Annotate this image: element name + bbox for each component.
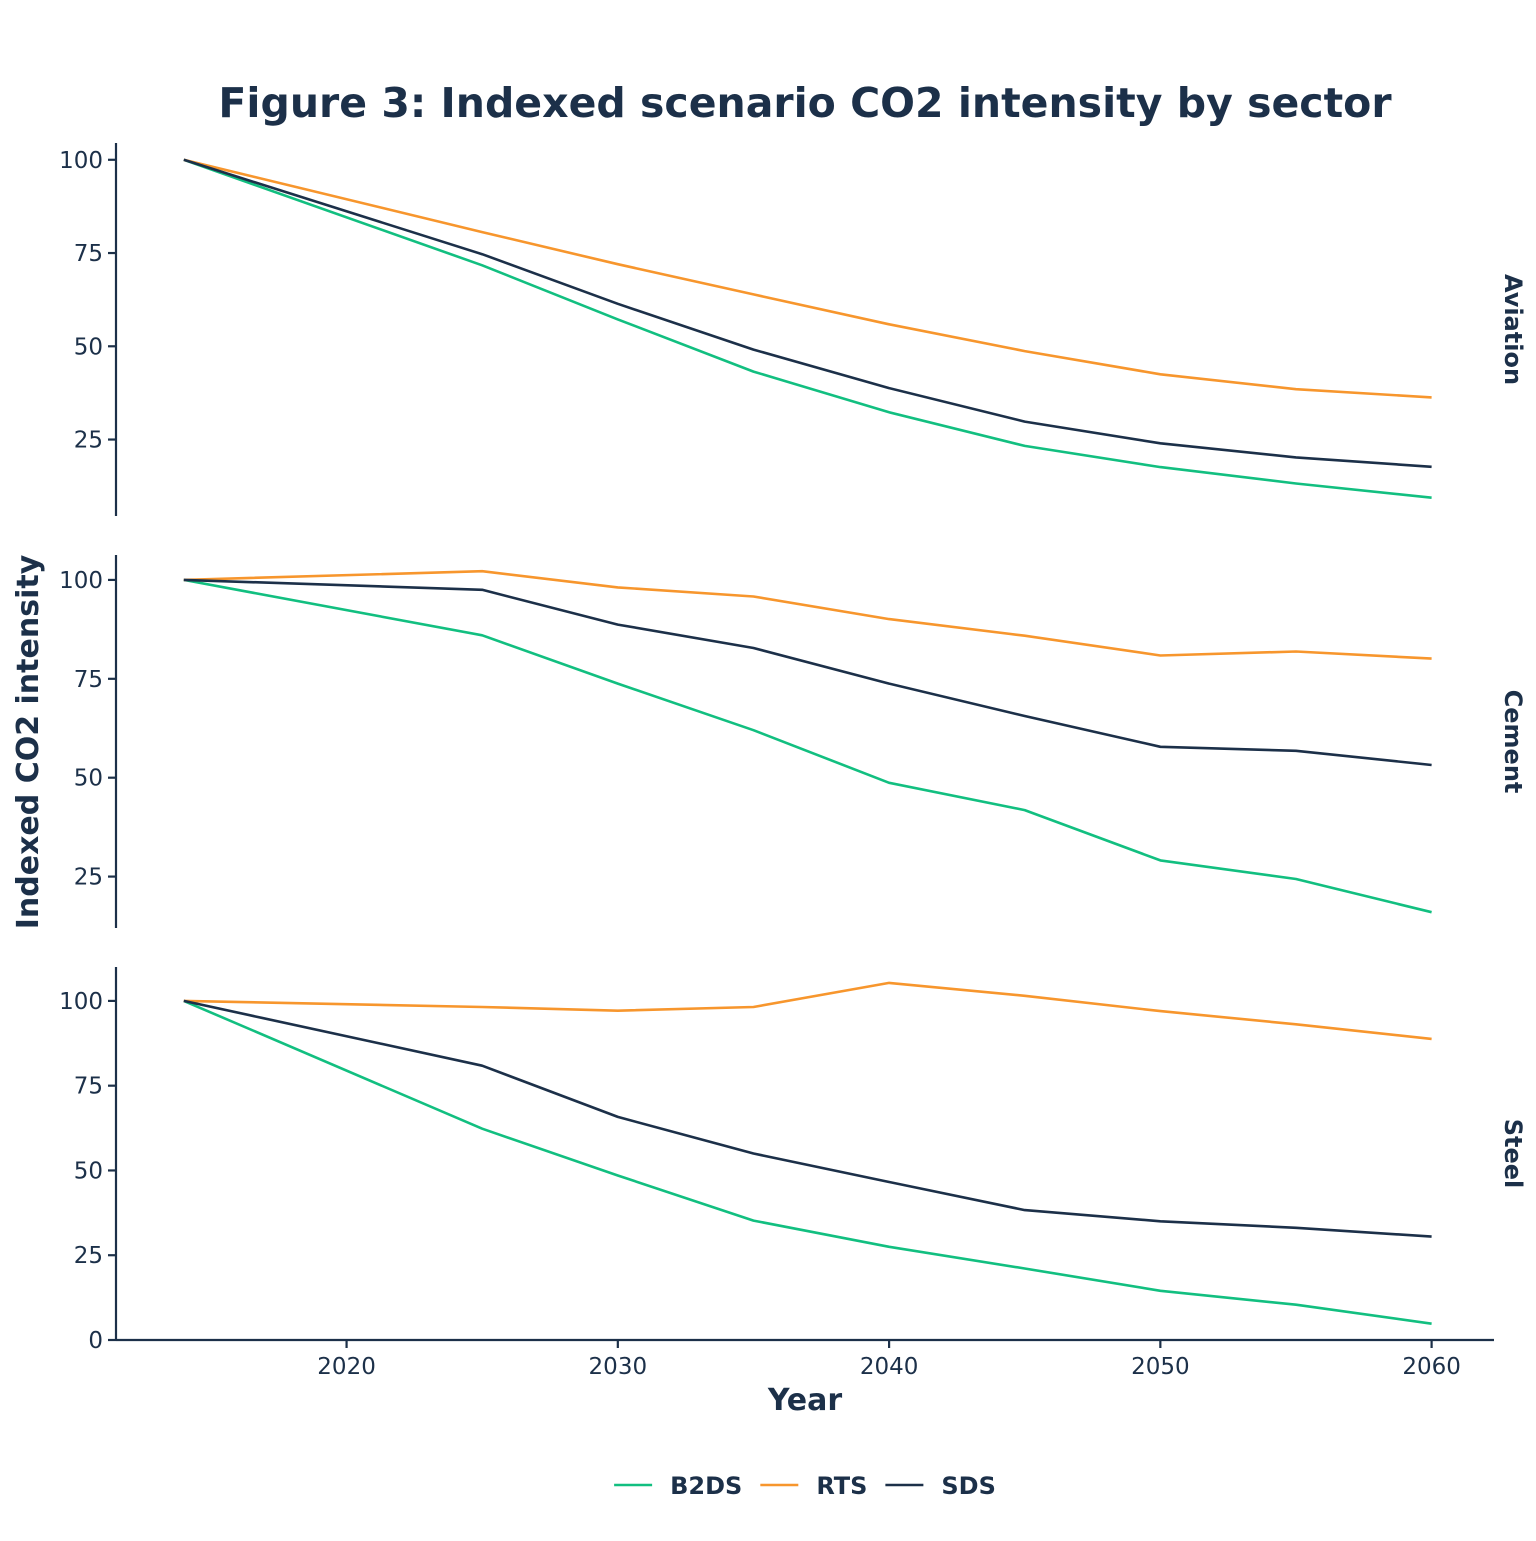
x-axis-title: Year [767, 1383, 843, 1418]
chart-title: Figure 3: Indexed scenario CO2 intensity… [218, 79, 1392, 127]
x-axis: 2020 2030 2040 2050 2060 [116, 1338, 1494, 1380]
y-tick-label: 100 [59, 989, 103, 1015]
y-axis-title: Indexed CO2 intensity [11, 554, 46, 929]
y-tick-label: 75 [74, 667, 103, 693]
y-tick-label: 25 [74, 1243, 103, 1269]
y-tick-label: 100 [59, 148, 103, 174]
strip-label-aviation: Aviation [1499, 274, 1527, 385]
y-tick-label: 0 [88, 1328, 103, 1354]
series-line-cement-sds [183, 578, 1432, 767]
series-line-cement-rts [183, 569, 1432, 660]
series-line-cement-b2ds [183, 578, 1432, 914]
series-line-steel-b2ds [183, 999, 1432, 1325]
y-tick-label: 75 [74, 241, 103, 267]
legend-label: SDS [941, 1472, 996, 1500]
strip-label-cement: Cement [1499, 690, 1527, 794]
y-tick-label: 25 [74, 428, 103, 454]
legend-label: B2DS [670, 1472, 742, 1500]
x-tick-label: 2060 [1402, 1354, 1461, 1380]
legend-label: RTS [816, 1472, 867, 1500]
legend: B2DS RTS SDS [614, 1472, 996, 1500]
series-line-aviation-rts [183, 158, 1432, 399]
y-tick-label: 50 [74, 334, 103, 360]
x-tick-label: 2030 [589, 1354, 648, 1380]
series-line-steel-rts [183, 981, 1432, 1041]
legend-item-rts: RTS [760, 1472, 867, 1500]
y-tick-label: 50 [74, 766, 103, 792]
panel-aviation: 25 50 75 100 Aviation [59, 143, 1527, 516]
panel-steel: 0 25 50 75 100 Steel [59, 967, 1527, 1354]
series-line-aviation-sds [183, 158, 1432, 469]
series-line-steel-sds [183, 999, 1432, 1238]
panels-group: 25 50 75 100 Aviation 25 50 75 100 Cement 0 25 50 75 1… [59, 143, 1527, 1354]
x-tick-label: 2050 [1131, 1354, 1190, 1380]
strip-label-steel: Steel [1499, 1119, 1527, 1189]
x-tick-label: 2020 [317, 1354, 376, 1380]
legend-item-sds: SDS [885, 1472, 996, 1500]
y-tick-label: 25 [74, 865, 103, 891]
y-tick-label: 75 [74, 1074, 103, 1100]
legend-item-b2ds: B2DS [614, 1472, 742, 1500]
y-tick-label: 100 [59, 568, 103, 594]
x-tick-label: 2040 [860, 1354, 919, 1380]
series-line-aviation-b2ds [183, 158, 1432, 499]
y-tick-label: 50 [74, 1158, 103, 1184]
panel-cement: 25 50 75 100 Cement [59, 555, 1527, 928]
